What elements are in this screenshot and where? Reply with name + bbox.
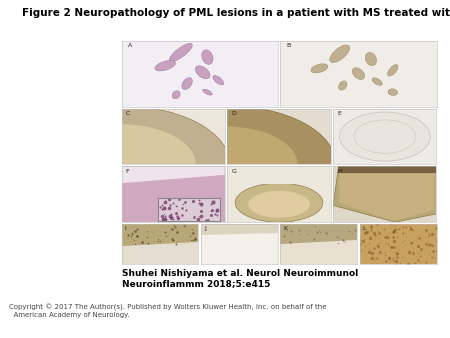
Ellipse shape bbox=[330, 45, 350, 63]
Text: L: L bbox=[363, 226, 366, 231]
Bar bbox=[227, 166, 331, 184]
Ellipse shape bbox=[170, 43, 192, 62]
Ellipse shape bbox=[387, 65, 398, 76]
Text: J: J bbox=[204, 226, 206, 231]
Ellipse shape bbox=[202, 50, 213, 64]
Polygon shape bbox=[333, 166, 436, 222]
Ellipse shape bbox=[311, 64, 328, 73]
Ellipse shape bbox=[352, 68, 365, 79]
Ellipse shape bbox=[202, 89, 212, 95]
Text: B: B bbox=[287, 43, 291, 48]
Ellipse shape bbox=[195, 66, 210, 79]
Ellipse shape bbox=[248, 191, 310, 218]
Text: Shuhei Nishiyama et al. Neurol Neuroimmunol
Neuroinflammm 2018;5:e415: Shuhei Nishiyama et al. Neurol Neuroimmu… bbox=[122, 269, 358, 288]
Ellipse shape bbox=[388, 89, 397, 95]
Circle shape bbox=[339, 112, 430, 161]
Text: I: I bbox=[125, 226, 126, 231]
Ellipse shape bbox=[182, 78, 192, 90]
Ellipse shape bbox=[155, 61, 176, 71]
Polygon shape bbox=[201, 224, 278, 235]
Text: E: E bbox=[338, 111, 341, 116]
Ellipse shape bbox=[213, 76, 224, 85]
Text: C: C bbox=[126, 111, 130, 116]
Polygon shape bbox=[122, 166, 225, 183]
Wedge shape bbox=[227, 106, 336, 164]
Text: G: G bbox=[232, 169, 236, 174]
Polygon shape bbox=[338, 166, 436, 173]
Ellipse shape bbox=[372, 78, 382, 85]
Wedge shape bbox=[122, 124, 196, 164]
Ellipse shape bbox=[365, 52, 377, 66]
Polygon shape bbox=[339, 174, 434, 221]
Text: A: A bbox=[128, 43, 132, 48]
Wedge shape bbox=[227, 126, 297, 164]
Text: Figure 2 Neuropathology of PML lesions in a patient with MS treated with fingoli: Figure 2 Neuropathology of PML lesions i… bbox=[22, 8, 450, 19]
Polygon shape bbox=[122, 224, 198, 246]
Text: Copyright © 2017 The Author(s). Published by Wolters Kluwer Health, Inc. on beha: Copyright © 2017 The Author(s). Publishe… bbox=[9, 304, 327, 318]
Polygon shape bbox=[280, 224, 357, 244]
Ellipse shape bbox=[235, 183, 323, 222]
Text: F: F bbox=[126, 169, 129, 174]
Text: D: D bbox=[232, 111, 236, 116]
Wedge shape bbox=[122, 106, 230, 164]
Ellipse shape bbox=[339, 81, 347, 90]
Text: H: H bbox=[338, 169, 342, 174]
Ellipse shape bbox=[172, 91, 180, 99]
Text: K: K bbox=[284, 226, 288, 231]
